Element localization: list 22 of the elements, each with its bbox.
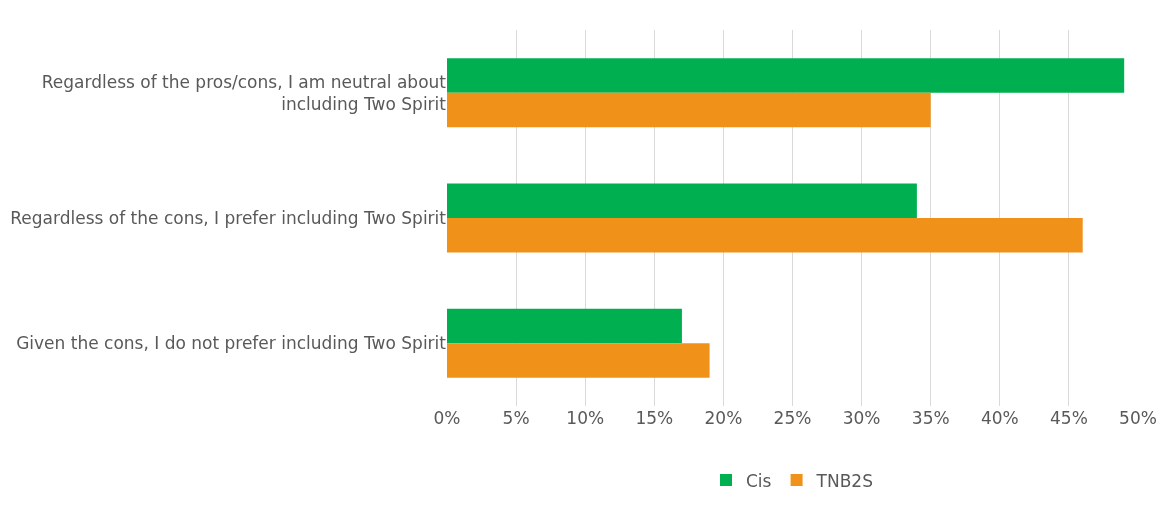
bar [447,92,931,128]
x-tick-label: 30% [842,408,881,428]
legend-label: TNB2S [815,470,873,491]
x-tick-label: 25% [773,408,812,428]
bar [447,183,917,218]
x-tick-label: 15% [635,408,674,428]
y-tick-label: Given the cons, I do not prefer including Two Spirit [16,333,447,354]
y-tick-label: Regardless of the pros/cons, I am neutral about including Two Spirit [41,71,447,114]
bar [447,308,682,344]
bar [447,218,1083,253]
x-tick-label: 50% [1119,408,1157,428]
x-tick-label: 20% [704,408,743,428]
x-tick-label: 40% [980,408,1019,428]
x-tick-label: 35% [911,408,950,428]
x-tick-label: 10% [566,408,605,428]
x-tick-label: 0% [433,408,461,428]
bar [447,343,710,378]
bar [447,58,1125,93]
x-tick-label: 5% [502,408,530,428]
legend-label: Cis [746,470,772,491]
x-tick-label: 45% [1050,408,1088,428]
y-tick-label: Regardless of the cons, I prefer including Two Spirit [10,207,447,228]
